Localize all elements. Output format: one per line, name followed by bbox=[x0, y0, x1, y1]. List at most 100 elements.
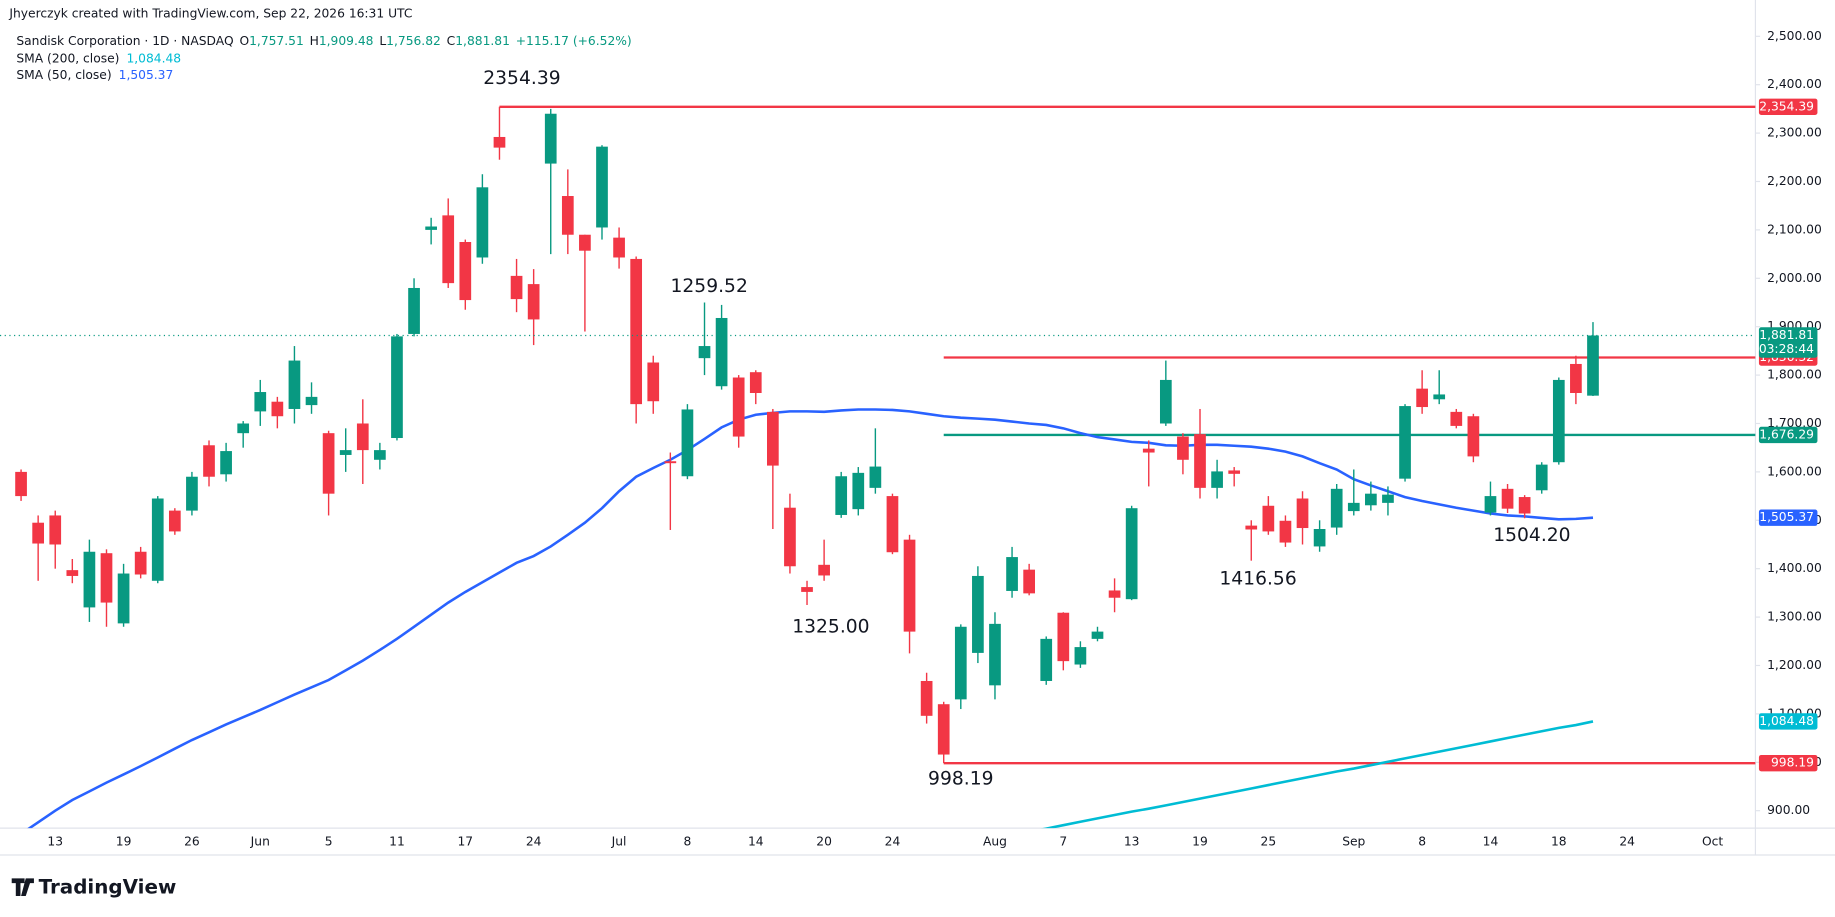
x-tick-label: 26 bbox=[184, 835, 200, 849]
x-tick-label: Jul bbox=[611, 835, 627, 849]
candle-body bbox=[203, 445, 215, 477]
y-tick-label: 2,000.00 bbox=[1767, 271, 1822, 285]
countdown: 03:28:44 bbox=[1759, 342, 1814, 356]
axes: 900.001,000.001,100.001,200.001,300.001,… bbox=[47, 29, 1821, 849]
candle-body bbox=[579, 234, 591, 251]
y-tick-label: 2,300.00 bbox=[1767, 126, 1822, 140]
candle-body bbox=[1006, 557, 1018, 591]
x-tick-label: Sep bbox=[1342, 835, 1365, 849]
price-tag bbox=[1758, 327, 1818, 358]
candle-body bbox=[356, 423, 369, 451]
candle-body bbox=[1399, 406, 1411, 479]
candle-body bbox=[1433, 394, 1446, 400]
logo-mark bbox=[11, 878, 34, 896]
annotation: 1416.56 bbox=[1219, 568, 1296, 589]
candle-body bbox=[989, 623, 1001, 686]
candle-body bbox=[1347, 502, 1360, 512]
candle-body bbox=[459, 241, 472, 301]
candle-body bbox=[1296, 498, 1309, 529]
annotation: 998.19 bbox=[928, 768, 993, 789]
annotation: 1504.20 bbox=[1493, 525, 1570, 546]
candle-body bbox=[1142, 448, 1155, 453]
price-tag-label: 1,505.37 bbox=[1759, 510, 1814, 524]
candle-body bbox=[1313, 529, 1326, 547]
x-tick-label: Aug bbox=[983, 835, 1007, 849]
candle-body bbox=[1125, 508, 1138, 600]
candle-body bbox=[374, 450, 386, 460]
ohlc-key: O bbox=[239, 33, 249, 47]
candle-body bbox=[1177, 436, 1189, 460]
annotation: 2354.39 bbox=[483, 68, 560, 89]
candle-body bbox=[83, 551, 96, 608]
indicator-value: 1,084.48 bbox=[126, 51, 181, 65]
candle-body bbox=[715, 317, 728, 387]
candle-body bbox=[1228, 470, 1241, 474]
candle-body bbox=[1450, 411, 1463, 426]
ohlc-key: L bbox=[379, 33, 386, 47]
x-tick-label: 24 bbox=[1619, 835, 1635, 849]
candle-body bbox=[937, 704, 950, 755]
candle-body bbox=[1552, 379, 1565, 463]
ohlc-value: 1,909.48 bbox=[319, 33, 374, 47]
candle-body bbox=[527, 284, 540, 320]
legend-symbol: Sandisk Corporation · 1D · NASDAQ O1,757.… bbox=[16, 33, 631, 47]
candle-body bbox=[1382, 494, 1394, 503]
candle-body bbox=[425, 226, 437, 230]
candle-body bbox=[254, 392, 267, 412]
candle-body bbox=[1057, 612, 1070, 662]
candle-body bbox=[1467, 416, 1480, 457]
candle-body bbox=[903, 539, 916, 632]
candle-body bbox=[339, 450, 352, 455]
candle-body bbox=[476, 187, 489, 258]
candle-body bbox=[1211, 471, 1223, 488]
candle-body bbox=[66, 570, 79, 576]
candle-body bbox=[544, 113, 557, 164]
candle-body bbox=[288, 360, 301, 409]
candle-body bbox=[322, 433, 335, 494]
attribution: Jhyerczyk created with TradingView.com, … bbox=[8, 7, 412, 21]
candle-body bbox=[596, 146, 608, 228]
y-tick-label: 2,200.00 bbox=[1767, 174, 1822, 188]
ohlc-key: H bbox=[310, 33, 319, 47]
y-tick-label: 1,300.00 bbox=[1767, 610, 1822, 624]
x-tick-label: 13 bbox=[1124, 835, 1140, 849]
x-tick-label: Jun bbox=[250, 835, 270, 849]
y-tick-label: 2,100.00 bbox=[1767, 222, 1822, 236]
candle-body bbox=[681, 409, 694, 477]
x-tick-label: 19 bbox=[1192, 835, 1208, 849]
candle-body bbox=[1570, 363, 1582, 393]
candle-body bbox=[647, 362, 660, 402]
candle-body bbox=[869, 466, 882, 488]
candle-body bbox=[835, 476, 848, 515]
y-tick-label: 1,600.00 bbox=[1767, 464, 1822, 478]
x-tick-label: 20 bbox=[816, 835, 832, 849]
legend-sma200: SMA (200, close) 1,084.48 bbox=[16, 51, 181, 65]
indicator-name: SMA (200, close) bbox=[16, 51, 119, 65]
ohlc-value: 1,757.51 bbox=[249, 33, 304, 47]
x-tick-label: 7 bbox=[1059, 835, 1067, 849]
candle-body bbox=[1040, 638, 1053, 681]
candle-body bbox=[391, 336, 403, 439]
candle-body bbox=[168, 510, 181, 532]
price-tag-label: 2,354.39 bbox=[1759, 99, 1814, 113]
candle-body bbox=[852, 472, 865, 510]
y-tick-label: 1,400.00 bbox=[1767, 561, 1822, 575]
candle-body bbox=[220, 451, 232, 475]
y-tick-label: 2,500.00 bbox=[1767, 29, 1822, 43]
candle-body bbox=[1484, 496, 1497, 513]
candle-body bbox=[920, 680, 933, 716]
legend-sma50: SMA (50, close) 1,505.37 bbox=[16, 67, 173, 81]
candle-body bbox=[1023, 569, 1035, 594]
candle-body bbox=[698, 346, 711, 359]
x-tick-label: 24 bbox=[526, 835, 542, 849]
candle-body bbox=[1501, 488, 1514, 509]
y-tick-label: 2,400.00 bbox=[1767, 77, 1822, 91]
logo: TradingView bbox=[11, 875, 176, 898]
candle-body bbox=[117, 573, 130, 624]
candle-body bbox=[49, 515, 62, 545]
candle-body bbox=[1416, 388, 1428, 408]
candle-body bbox=[1159, 379, 1172, 424]
x-tick-label: 18 bbox=[1551, 835, 1567, 849]
candle-body bbox=[510, 275, 523, 300]
